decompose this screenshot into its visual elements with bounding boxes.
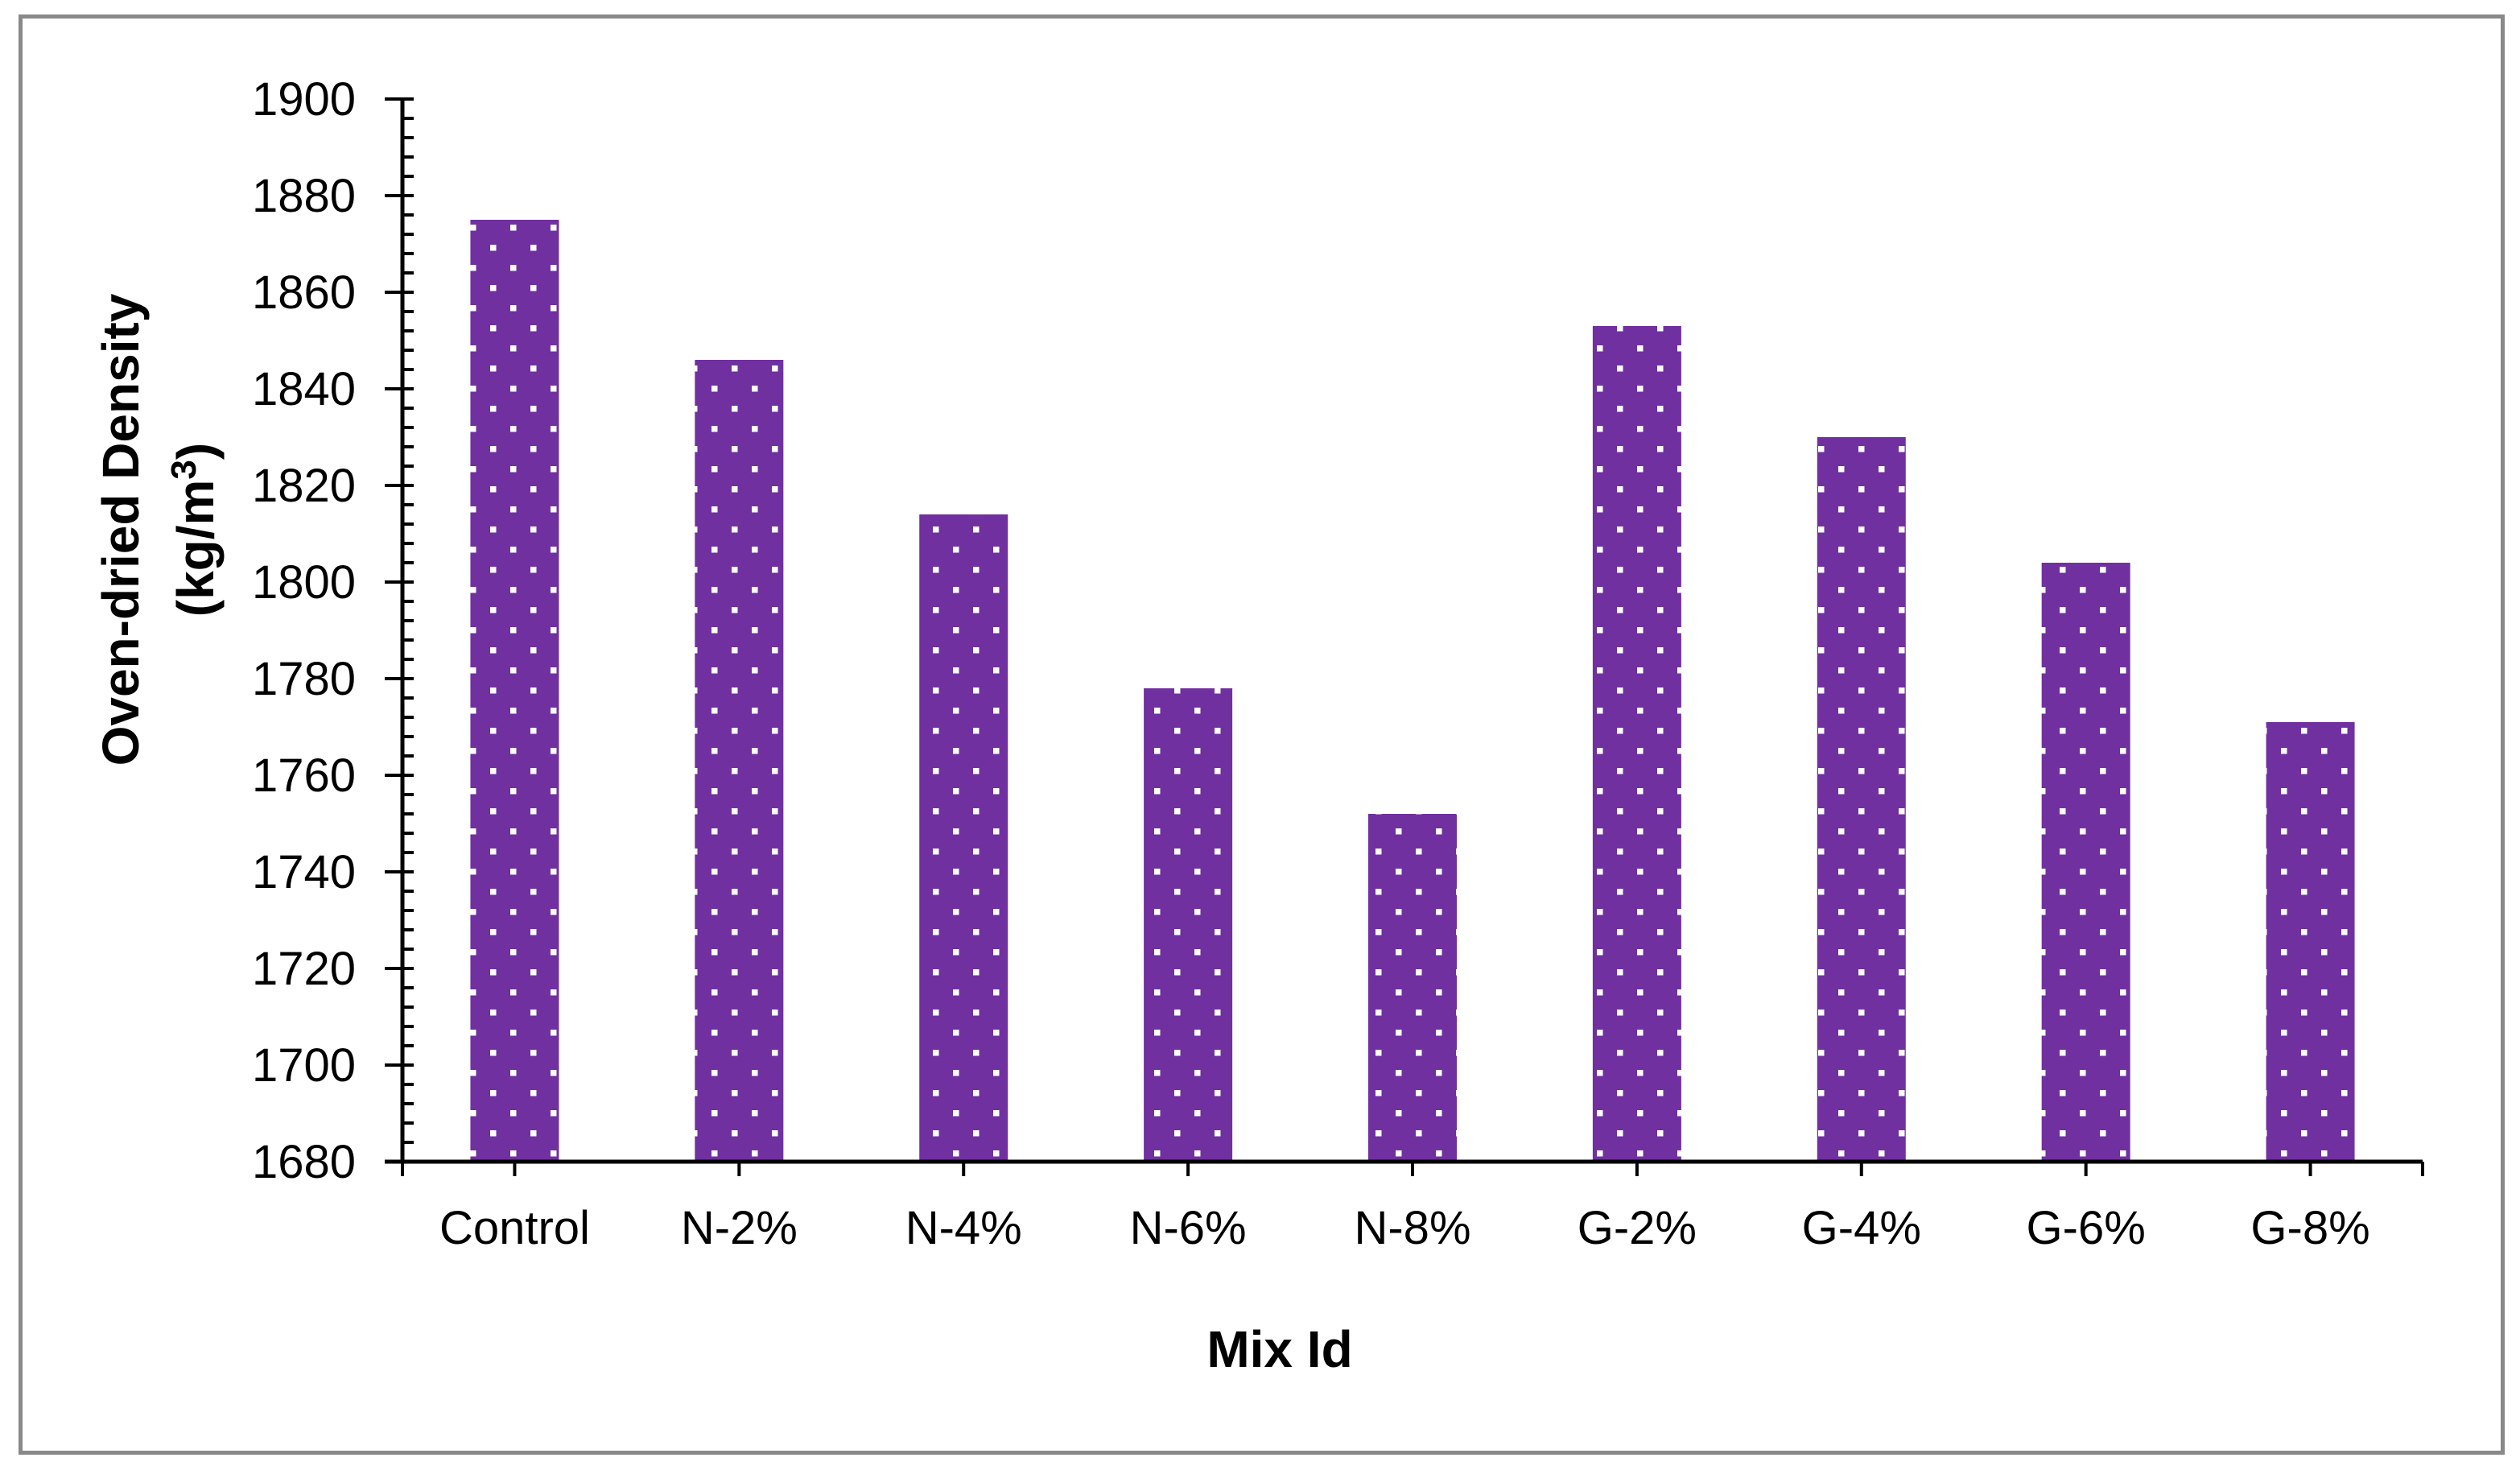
bar-g-6 — [2041, 563, 2130, 1162]
y-tick-label: 1720 — [252, 943, 356, 995]
figure-border — [19, 14, 2505, 1455]
y-tick-label: 1760 — [252, 749, 356, 802]
x-category-label: N-4% — [905, 1202, 1022, 1254]
y-tick-label: 1880 — [252, 170, 356, 222]
x-axis-title: Mix Id — [1206, 1320, 1352, 1378]
y-tick-label: 1820 — [252, 460, 356, 512]
bar-control — [470, 220, 559, 1162]
x-category-label: G-8% — [2250, 1202, 2369, 1254]
bars-group — [470, 220, 2355, 1162]
bar-g-4 — [1817, 437, 1906, 1162]
axes-group — [385, 97, 2423, 1164]
x-category-label: G-2% — [1578, 1202, 1697, 1254]
y-tick-label: 1740 — [252, 846, 356, 898]
axis-ticks-group — [385, 97, 2424, 1176]
bar-n-6 — [1144, 688, 1233, 1162]
y-tick-label: 1900 — [252, 73, 356, 126]
x-category-label: G-4% — [1802, 1202, 1921, 1254]
x-category-label: Control — [439, 1202, 590, 1254]
y-axis-title-line1: Oven-dried Density — [92, 293, 150, 766]
y-tick-label: 1700 — [252, 1039, 356, 1092]
y-axis-title-line2: (kg/m3) — [164, 443, 225, 617]
y-tick-label: 1860 — [252, 266, 356, 319]
bar-n-2 — [695, 360, 784, 1162]
bar-n-4 — [919, 514, 1008, 1162]
x-category-label: N-6% — [1130, 1202, 1247, 1254]
x-category-label: G-6% — [2027, 1202, 2146, 1254]
bar-n-8 — [1368, 814, 1457, 1162]
y-tick-label: 1680 — [252, 1136, 356, 1188]
y-tick-label: 1780 — [252, 653, 356, 705]
x-category-label: N-2% — [681, 1202, 798, 1254]
axis-labels-group: 1680 1700 1720 1740 1760 1780 1800 1820 1840 1860… — [252, 73, 2370, 1254]
y-tick-label: 1840 — [252, 363, 356, 415]
bar-g-8 — [2266, 722, 2355, 1162]
bar-g-2 — [1592, 326, 1681, 1162]
y-tick-label: 1800 — [252, 556, 356, 609]
x-category-label: N-8% — [1354, 1202, 1470, 1254]
